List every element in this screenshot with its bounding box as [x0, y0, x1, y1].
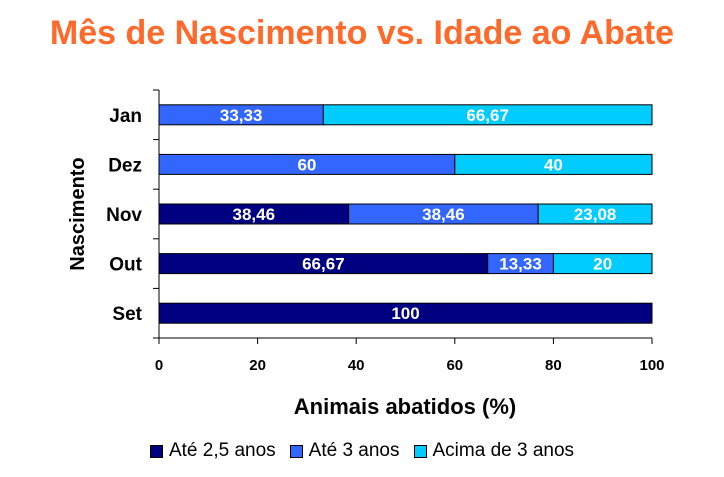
x-tick-label-0: 0 [155, 357, 163, 374]
legend-label-acima-de-3-anos: Acima de 3 anos [432, 440, 575, 461]
y-tick-label-nov: Nov [106, 205, 142, 226]
y-axis-title: Nascimento [67, 157, 89, 270]
data-label-dez-ate-3-anos: 60 [297, 155, 316, 174]
data-label-nov-ate-2-5-anos: 38,46 [233, 205, 276, 224]
x-tick-label-20: 20 [249, 357, 266, 374]
bar-dez-acima-de-3-anos [454, 153, 653, 175]
data-label-nov-acima-de-3-anos: 23,08 [574, 205, 617, 224]
bar-jan-acima-de-3-anos [322, 104, 653, 126]
y-tick-label-out: Out [109, 255, 142, 276]
data-label-out-acima-de-3-anos: 20 [593, 255, 612, 274]
y-tick-label-jan: Jan [109, 106, 142, 127]
legend-item-ate-2-5-anos: Até 2,5 anos [149, 440, 276, 462]
legend-item-ate-3-anos: Até 3 anos [289, 440, 400, 462]
x-axis-title: Animais abatidos (%) [294, 394, 516, 419]
legend-swatch-ate-3-anos [289, 444, 303, 458]
legend: Até 2,5 anos Até 3 anos Acima de 3 anos [0, 440, 724, 462]
data-label-nov-ate-3-anos: 38,46 [422, 205, 465, 224]
legend-swatch-ate-2-5-anos [149, 444, 163, 458]
data-label-out-ate-3-anos: 13,33 [499, 255, 542, 274]
data-label-set-ate-2-5-anos: 100 [391, 304, 419, 323]
data-label-dez-acima-de-3-anos: 40 [544, 155, 563, 174]
legend-item-acima-de-3-anos: Acima de 3 anos [413, 440, 575, 462]
data-label-jan-ate-3-anos: 33,33 [220, 106, 263, 125]
x-tick-label-100: 100 [639, 357, 664, 374]
data-label-out-ate-2-5-anos: 66,67 [302, 255, 345, 274]
bar-out-acima-de-3-anos [552, 253, 653, 275]
legend-label-ate-2-5-anos: Até 2,5 anos [168, 440, 276, 461]
legend-label-ate-3-anos: Até 3 anos [308, 440, 400, 461]
x-tick-label-80: 80 [545, 357, 562, 374]
chart-title: Mês de Nascimento vs. Idade ao Abate [49, 14, 675, 52]
data-label-jan-acima-de-3-anos: 66,67 [466, 106, 509, 125]
x-tick-label-60: 60 [446, 357, 463, 374]
bars-layer: 33,33 66,67 60 40 38,46 38,46 23,08 66,67 13,33 2… [158, 104, 653, 324]
y-tick-label-dez: Dez [108, 155, 142, 176]
legend-swatch-acima-de-3-anos [413, 444, 427, 458]
x-tick-label-40: 40 [348, 357, 365, 374]
bar-nov-acima-de-3-anos [537, 203, 653, 225]
y-tick-label-set: Set [112, 304, 142, 325]
axis-layer: Jan Dez Nov Out Set 0 20 40 60 80 100 [106, 89, 665, 374]
